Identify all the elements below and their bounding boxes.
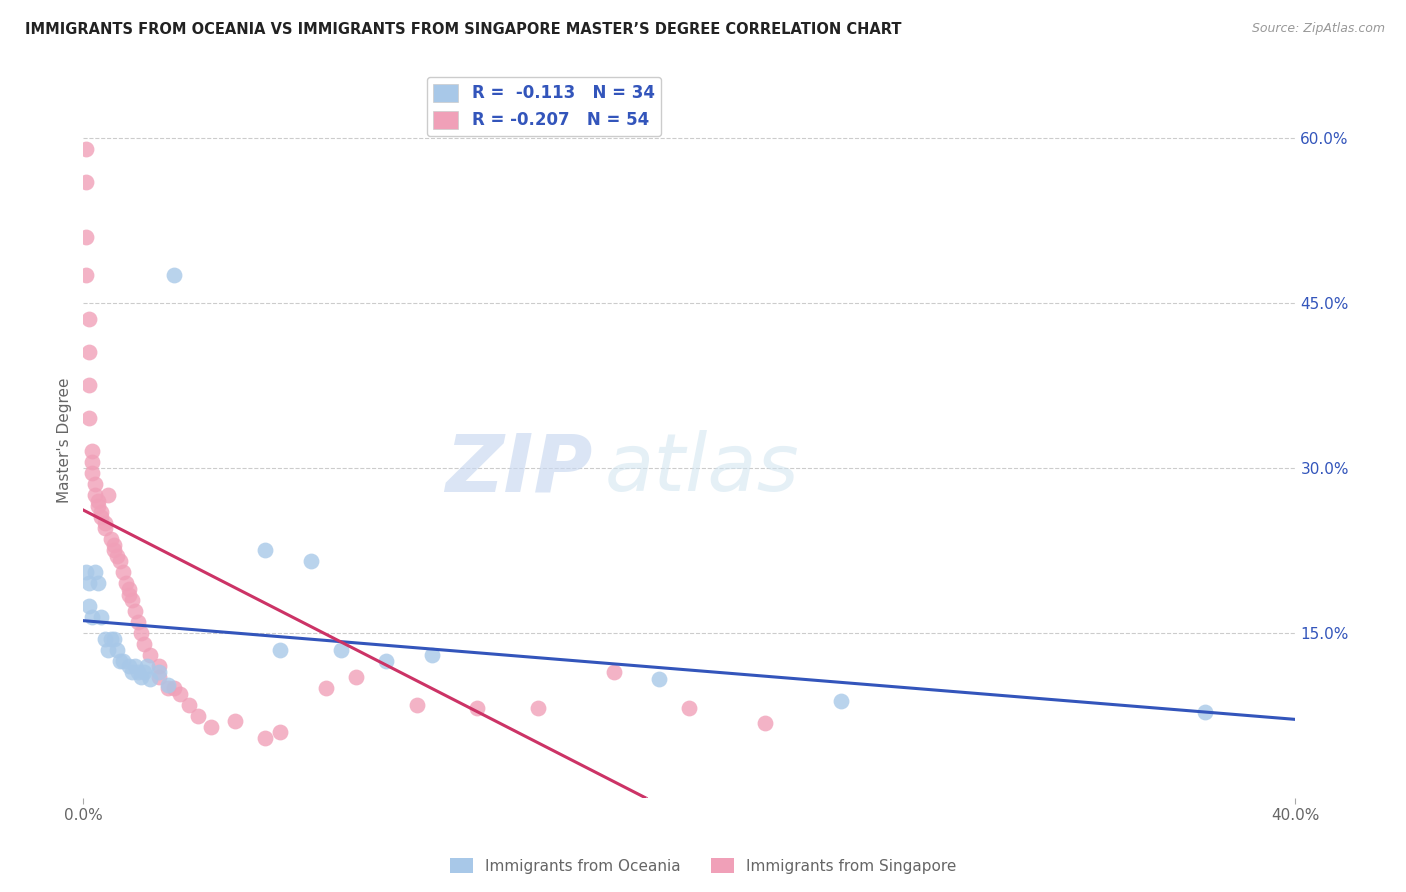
Point — [118, 587, 141, 601]
Point — [139, 648, 162, 662]
Point — [129, 626, 152, 640]
Point — [75, 142, 97, 156]
Point — [179, 698, 201, 712]
Point — [75, 230, 97, 244]
Point — [148, 659, 170, 673]
Point — [96, 488, 118, 502]
Point — [111, 653, 134, 667]
Point — [299, 554, 322, 568]
Point — [79, 411, 101, 425]
Point — [269, 642, 291, 657]
Point — [163, 268, 186, 283]
Point — [100, 533, 122, 547]
Point — [163, 681, 186, 695]
Point — [100, 632, 122, 646]
Point — [602, 665, 624, 679]
Point — [148, 665, 170, 679]
Point — [90, 609, 112, 624]
Point — [96, 642, 118, 657]
Point — [269, 725, 291, 739]
Point — [118, 582, 141, 596]
Point — [108, 653, 131, 667]
Point — [93, 516, 115, 530]
Point — [1194, 705, 1216, 719]
Point — [148, 670, 170, 684]
Point — [84, 477, 107, 491]
Point — [127, 665, 149, 679]
Point — [420, 648, 443, 662]
Point — [124, 659, 146, 673]
Point — [127, 615, 149, 629]
Point — [678, 701, 700, 715]
Point — [103, 632, 125, 646]
Point — [187, 708, 209, 723]
Point — [129, 670, 152, 684]
Point — [132, 637, 155, 651]
Point — [118, 659, 141, 673]
Text: IMMIGRANTS FROM OCEANIA VS IMMIGRANTS FROM SINGAPORE MASTER’S DEGREE CORRELATION: IMMIGRANTS FROM OCEANIA VS IMMIGRANTS FR… — [25, 22, 901, 37]
Point — [344, 670, 367, 684]
Text: atlas: atlas — [605, 430, 799, 508]
Point — [90, 505, 112, 519]
Point — [103, 538, 125, 552]
Point — [84, 566, 107, 580]
Point — [224, 714, 246, 728]
Point — [75, 175, 97, 189]
Point — [375, 653, 398, 667]
Point — [111, 566, 134, 580]
Point — [84, 488, 107, 502]
Point — [527, 701, 550, 715]
Point — [315, 681, 337, 695]
Point — [103, 543, 125, 558]
Point — [157, 678, 180, 692]
Point — [82, 467, 104, 481]
Point — [87, 500, 110, 514]
Point — [75, 566, 97, 580]
Point — [108, 554, 131, 568]
Point — [136, 659, 159, 673]
Point — [87, 576, 110, 591]
Point — [82, 609, 104, 624]
Point — [90, 510, 112, 524]
Point — [79, 378, 101, 392]
Point — [124, 604, 146, 618]
Point — [114, 576, 136, 591]
Text: ZIP: ZIP — [446, 430, 592, 508]
Point — [121, 665, 143, 679]
Point — [169, 687, 191, 701]
Point — [121, 593, 143, 607]
Y-axis label: Master's Degree: Master's Degree — [58, 377, 72, 503]
Point — [405, 698, 427, 712]
Point — [157, 681, 180, 695]
Point — [105, 549, 128, 563]
Point — [79, 312, 101, 326]
Point — [754, 716, 776, 731]
Text: Source: ZipAtlas.com: Source: ZipAtlas.com — [1251, 22, 1385, 36]
Point — [105, 642, 128, 657]
Legend: Immigrants from Oceania, Immigrants from Singapore: Immigrants from Oceania, Immigrants from… — [443, 852, 963, 880]
Point — [254, 731, 277, 745]
Point — [648, 672, 671, 686]
Legend: R =  -0.113   N = 34, R = -0.207   N = 54: R = -0.113 N = 34, R = -0.207 N = 54 — [426, 77, 661, 136]
Point — [79, 345, 101, 359]
Point — [465, 701, 488, 715]
Point — [132, 665, 155, 679]
Point — [82, 455, 104, 469]
Point — [79, 576, 101, 591]
Point — [75, 268, 97, 283]
Point — [82, 444, 104, 458]
Point — [87, 494, 110, 508]
Point — [139, 672, 162, 686]
Point — [79, 599, 101, 613]
Point — [254, 543, 277, 558]
Point — [329, 642, 352, 657]
Point — [830, 694, 852, 708]
Point — [93, 521, 115, 535]
Point — [200, 720, 222, 734]
Point — [93, 632, 115, 646]
